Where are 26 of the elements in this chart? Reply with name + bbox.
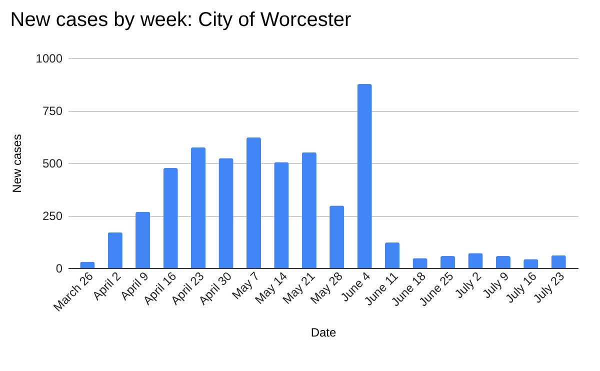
bar (357, 84, 372, 268)
y-tick-label: 250 (42, 209, 63, 223)
bar (246, 137, 262, 268)
bar (218, 158, 234, 268)
bar (524, 259, 538, 268)
bar (384, 242, 400, 268)
bar (190, 147, 206, 268)
chart-title: New cases by week: City of Worcester (10, 9, 352, 31)
bar (136, 212, 150, 268)
y-tick-label: 1000 (36, 52, 63, 66)
bar (108, 232, 122, 268)
bar (496, 256, 510, 268)
y-tick-label: 750 (42, 104, 63, 118)
bar (302, 152, 316, 268)
bar (163, 168, 178, 268)
bar (412, 258, 428, 268)
x-axis-title: Date (310, 326, 336, 340)
bar (551, 255, 566, 268)
y-tick-label: 0 (56, 262, 63, 276)
y-tick-label: 500 (42, 156, 63, 170)
x-tick-label: July 2 (452, 268, 484, 302)
bar (468, 253, 483, 268)
bar (274, 162, 289, 268)
y-axis-title: New cases (10, 134, 24, 193)
bar (440, 256, 456, 268)
bar (330, 206, 344, 268)
